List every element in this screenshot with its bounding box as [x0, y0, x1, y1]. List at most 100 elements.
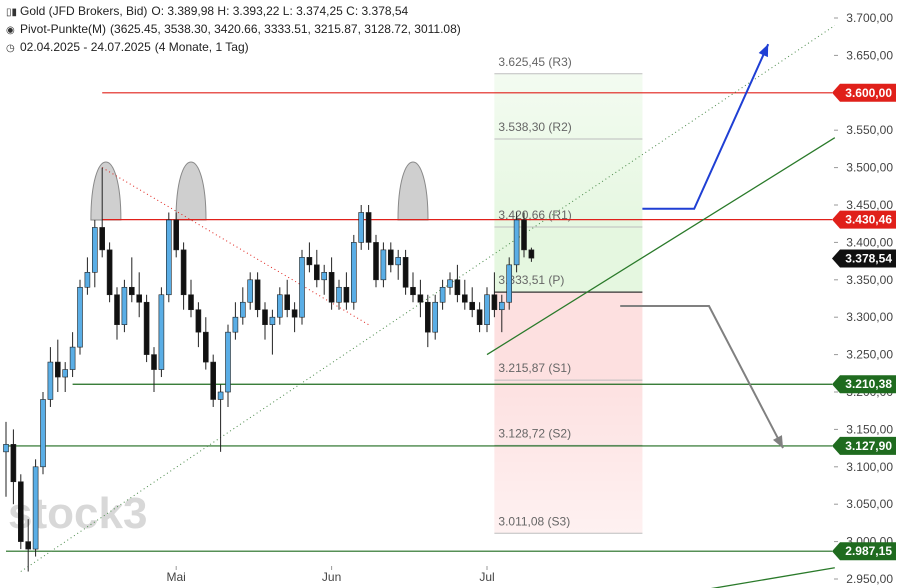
candle-body [506, 264, 513, 303]
candle [77, 279, 83, 355]
candle [203, 317, 209, 370]
candle [321, 264, 328, 295]
candle-body [203, 331, 209, 363]
candle-body [284, 294, 291, 311]
candle [432, 294, 439, 340]
pivot-label: 3.011,08 (S3) [498, 514, 570, 528]
candle [476, 302, 483, 333]
candle-body [210, 361, 216, 400]
candle-body [328, 272, 335, 303]
period: (4 Monate, 1 Tag) [154, 40, 249, 54]
candle [513, 212, 520, 273]
watermark-logo: stock3 [8, 489, 147, 538]
y-tick-label: 3.450,00 [846, 198, 893, 212]
candle-body [54, 361, 61, 378]
price-tag: 3.430,46 [832, 210, 896, 229]
y-tick-label: 3.300,00 [846, 310, 893, 324]
candle-body [528, 249, 535, 259]
candle [25, 519, 32, 572]
price-tag: 3.127,90 [832, 436, 896, 455]
indicator-values: (3625.45, 3538.30, 3420.66, 3333.51, 321… [110, 22, 461, 36]
price-tag-label: 3.430,46 [845, 213, 892, 227]
price-tag-shape [832, 83, 896, 102]
instrument-name: Gold (JFD Brokers, Bid) [20, 4, 148, 18]
y-tick-label: 3.250,00 [846, 348, 893, 362]
candle-body [173, 219, 179, 251]
price-tag: 2.987,15 [832, 542, 896, 561]
price-tag-shape [832, 542, 896, 561]
candle-body [188, 294, 194, 311]
candle-body [291, 309, 298, 318]
x-tick-label: Jun [322, 570, 341, 584]
candle-body [321, 272, 328, 281]
candlestick-icon: ▯▮ [6, 7, 18, 18]
candle [32, 459, 39, 557]
candle [121, 279, 128, 333]
indicator-icon: ◉ [6, 25, 15, 36]
candle [373, 234, 379, 288]
candle-body [491, 294, 498, 311]
candle-body [432, 301, 439, 333]
header-instrument-line: ▯▮ Gold (JFD Brokers, Bid) O: 3.389,98 H: … [6, 4, 408, 20]
candle-body [343, 286, 350, 303]
candle [313, 249, 320, 288]
candle [114, 287, 120, 340]
candle [136, 272, 142, 318]
candle-body [254, 279, 261, 311]
header-indicator-line: ◉ Pivot-Punkte(M) (3625.45, 3538.30, 3420.… [6, 22, 461, 38]
candle-body [77, 286, 83, 348]
candle [439, 279, 446, 310]
trendline [101, 167, 369, 326]
price-tag-label: 3.210,38 [845, 377, 892, 391]
candle [3, 421, 9, 497]
candle [195, 302, 202, 348]
pivot-label: 3.128,72 (S2) [498, 426, 571, 440]
candle-body [151, 354, 157, 370]
candle [106, 242, 113, 303]
trendline [20, 25, 836, 572]
candle [447, 272, 453, 295]
candle [276, 287, 283, 325]
candle [521, 212, 527, 258]
candle [402, 249, 409, 295]
price-tag: 3.600,00 [832, 83, 896, 102]
candle-body [247, 279, 253, 303]
price-tag: 3.378,54 [832, 249, 896, 268]
candle [269, 309, 276, 355]
candle [469, 287, 476, 318]
candle [328, 257, 335, 310]
candle [461, 279, 468, 310]
candle [158, 287, 165, 378]
arrow-up-head [758, 44, 769, 58]
price-tag-shape [832, 436, 896, 455]
arrow-down-head [772, 435, 783, 449]
candle-body [358, 212, 365, 243]
candle-body [32, 466, 39, 550]
candle [395, 249, 402, 280]
candle-body [387, 249, 394, 266]
candle [92, 219, 98, 288]
candle [380, 242, 387, 288]
ohlc-values: O: 3.389,98 H: 3.393,22 L: 3.374,25 C: 3… [151, 4, 409, 18]
x-tick-label: Mai [167, 570, 186, 584]
candle-body [395, 257, 402, 266]
candle [247, 272, 253, 310]
candle [284, 279, 291, 318]
candle [254, 272, 261, 318]
candle [336, 279, 342, 310]
pivot-label: 3.215,87 (S1) [498, 361, 571, 375]
candle-body [217, 391, 224, 400]
candle-body [180, 249, 187, 296]
date-range: 02.04.2025 - 24.07.2025 [20, 40, 151, 54]
candle [343, 272, 350, 310]
pivot-label: 3.538,30 (R2) [498, 120, 571, 134]
candle-body [17, 481, 24, 542]
candle [306, 242, 313, 273]
candle-body [461, 294, 468, 303]
candle-body [447, 279, 453, 288]
y-tick-label: 3.350,00 [846, 273, 893, 287]
arrow-up-line [642, 43, 770, 210]
y-tick-label: 3.100,00 [846, 460, 893, 474]
y-tick-label: 3.500,00 [846, 161, 893, 175]
